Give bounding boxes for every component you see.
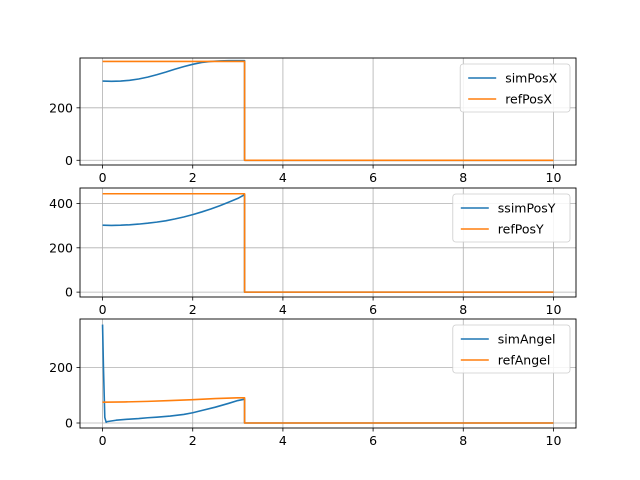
subplot-2: 0 2 4 6 8 10 0 200 400 ssimPosY refPosY [49,187,577,317]
y-tick-label: 0 [65,416,73,431]
x-tick-label: 0 [99,302,107,317]
series-line-refAngel [102,396,554,424]
series-line-refPosX [102,60,554,162]
x-tick-label: 10 [546,433,562,448]
series-line-simAngel [101,324,554,424]
x-tick-label: 10 [546,170,562,185]
x-tick-label: 8 [459,170,467,185]
legend-label-ssimPosY: ssimPosY [498,201,556,216]
x-tick-label: 8 [459,302,467,317]
axes-frame [79,57,577,166]
y-tick-label: 0 [65,285,73,300]
x-tick-label: 10 [546,302,562,317]
axes-frame [79,318,577,429]
legend-box [459,63,571,113]
x-tick-label: 4 [279,433,287,448]
x-tick-label: 6 [369,302,377,317]
legend-label-refPosY: refPosY [498,222,544,237]
axes-frame [79,187,577,298]
x-tick-label: 0 [99,170,107,185]
legend-label-simPosX: simPosX [505,71,557,86]
x-tick-label: 8 [459,433,467,448]
x-tick-label: 2 [189,170,197,185]
series-line-ssimPosY [102,193,554,293]
y-tick-label: 200 [49,360,73,375]
x-tick-label: 0 [99,433,107,448]
legend-box [452,324,571,374]
x-tick-label: 2 [189,433,197,448]
subplot-1: 0 2 4 6 8 10 0 200 simPosX refPosX [49,57,577,185]
y-tick-label: 200 [49,100,73,115]
series-line-refPosY [102,192,554,293]
legend-label-refPosX: refPosX [505,92,552,107]
y-tick-label: 400 [49,196,73,211]
x-tick-label: 2 [189,302,197,317]
x-tick-label: 4 [279,302,287,317]
x-tick-label: 6 [369,433,377,448]
x-tick-label: 4 [279,170,287,185]
subplot-3: 0 2 4 6 8 10 0 200 simAngel refAngel [49,318,577,448]
y-tick-label: 200 [49,240,73,255]
legend: simPosX refPosX [459,63,571,113]
legend: simAngel refAngel [452,324,571,374]
x-tick-label: 6 [369,170,377,185]
legend-box [452,193,571,243]
legend-label-simAngel: simAngel [498,332,556,347]
legend: ssimPosY refPosY [452,193,571,243]
legend-label-refAngel: refAngel [498,353,551,368]
y-tick-label: 0 [65,153,73,168]
